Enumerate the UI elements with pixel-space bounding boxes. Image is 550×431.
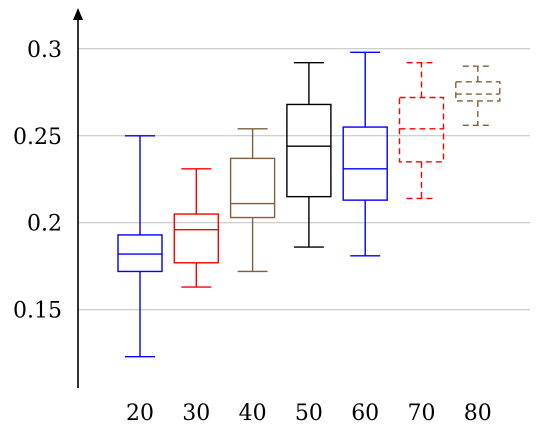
x-tick-label: 70 bbox=[408, 401, 436, 426]
x-tick-label: 60 bbox=[351, 401, 379, 426]
y-tick-label: 0.15 bbox=[13, 299, 62, 324]
x-tick-labels: 20 30 40 50 60 70 80 bbox=[126, 401, 492, 426]
box-30 bbox=[173, 168, 220, 288]
y-axis-arrow bbox=[73, 8, 83, 20]
interquartile-box bbox=[342, 126, 388, 201]
x-tick-label: 40 bbox=[239, 401, 267, 426]
y-tick-label: 0.3 bbox=[27, 38, 62, 63]
interquartile-box bbox=[173, 213, 220, 264]
box-plot-series bbox=[117, 51, 501, 358]
interquartile-box bbox=[229, 157, 276, 219]
axes bbox=[73, 8, 83, 388]
interquartile-box bbox=[286, 103, 332, 198]
interquartile-box bbox=[455, 81, 501, 102]
x-tick-label: 50 bbox=[295, 401, 323, 426]
box-70 bbox=[398, 62, 445, 200]
x-tick-label: 80 bbox=[464, 401, 492, 426]
box-50 bbox=[286, 62, 332, 248]
y-tick-label: 0.2 bbox=[27, 212, 62, 237]
x-tick-label: 30 bbox=[182, 401, 210, 426]
y-tick-labels: 0.15 0.2 0.25 0.3 bbox=[13, 38, 62, 324]
y-tick-label: 0.25 bbox=[13, 125, 62, 150]
interquartile-box bbox=[117, 234, 163, 273]
x-tick-label: 20 bbox=[126, 401, 154, 426]
box-20 bbox=[117, 135, 163, 358]
box-40 bbox=[229, 128, 276, 273]
grid-lines bbox=[78, 48, 530, 311]
box-60 bbox=[342, 51, 388, 257]
box-80 bbox=[455, 65, 501, 127]
interquartile-box bbox=[398, 96, 445, 163]
